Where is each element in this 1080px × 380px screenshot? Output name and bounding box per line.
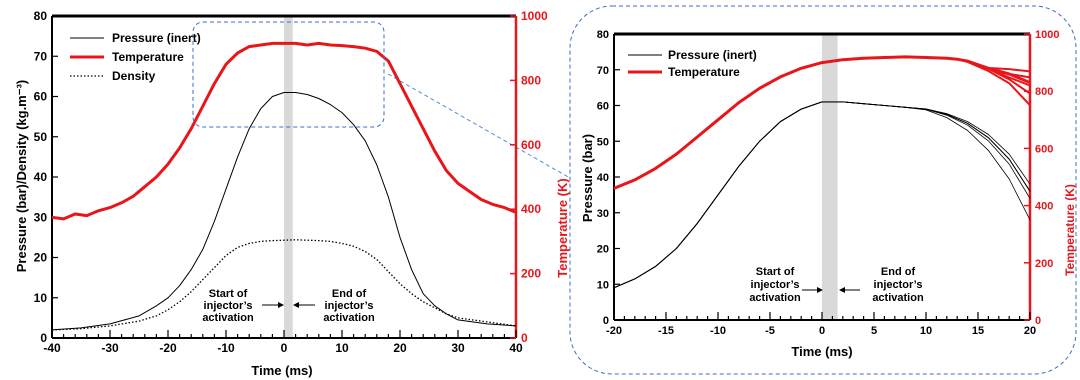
left-y-tick-label: 40 bbox=[34, 170, 48, 184]
left-annotation-end-line2: injector’s bbox=[325, 300, 374, 312]
left-x-tick-label: -20 bbox=[159, 341, 177, 355]
right-y-tick-label: 0 bbox=[603, 315, 609, 327]
left-y-tick-label: 50 bbox=[34, 130, 48, 144]
right-annotation-end: End of injector’s activation bbox=[839, 266, 924, 304]
right-y-tick-label: 70 bbox=[597, 65, 609, 77]
left-annotation-end-arrowhead bbox=[293, 302, 299, 308]
right-annotation-start-line1: Start of bbox=[756, 266, 795, 278]
left-annotation-start-arrowhead bbox=[278, 302, 284, 308]
left-legend-label-pressure: Pressure (inert) bbox=[112, 31, 201, 45]
left-plot-area: -40 -30 -20 -10 0 10 20 30 400102030405060708002… bbox=[34, 9, 548, 355]
right-y-tick-label: 40 bbox=[597, 172, 609, 184]
right-y-axis-title: Pressure (bar) bbox=[580, 134, 595, 222]
left-y-tick-label: 70 bbox=[34, 49, 48, 63]
left-legend-label-density: Density bbox=[112, 69, 156, 83]
left-annotation-start: Start of injector’s activation bbox=[202, 288, 284, 324]
right-plot-area: -20 -15 -10 -5 0 5 10 15 20010203040506070800200… bbox=[597, 29, 1060, 337]
left-series-pressure-inert-line bbox=[51, 92, 517, 331]
left-y2-tick-label: 0 bbox=[521, 331, 528, 345]
left-y2-tick-label: 200 bbox=[521, 267, 541, 281]
right-y2-tick-label: 800 bbox=[1035, 86, 1053, 98]
right-annotation-end-line3: activation bbox=[872, 292, 924, 304]
left-annotation-start-line3: activation bbox=[202, 312, 254, 324]
right-x-axis-title: Time (ms) bbox=[791, 344, 852, 359]
left-x-axis-title: Time (ms) bbox=[251, 363, 312, 378]
right-annotation-start-line2: injector’s bbox=[751, 279, 800, 291]
right-y2-axis-title: Temperature (K) bbox=[1063, 184, 1077, 276]
left-x-tick-label: 10 bbox=[335, 341, 349, 355]
left-y-tick-label: 80 bbox=[34, 9, 48, 23]
right-x-tick-label: -10 bbox=[710, 325, 726, 337]
right-y-tick-label: 50 bbox=[597, 136, 609, 148]
right-annotation-start-arrowhead bbox=[817, 287, 823, 293]
right-x-tick-label: 20 bbox=[1024, 325, 1036, 337]
right-legend-label-temperature: Temperature bbox=[668, 65, 740, 79]
left-series-density-line bbox=[51, 239, 517, 331]
right-annotation-start: Start of injector’s activation bbox=[749, 266, 823, 304]
right-y2-tick-label: 400 bbox=[1035, 201, 1053, 213]
right-y2-tick-label: 0 bbox=[1035, 315, 1041, 327]
right-annotation-end-line2: injector’s bbox=[874, 279, 923, 291]
inset-frame bbox=[569, 5, 1077, 375]
left-x-tick-label: 20 bbox=[393, 341, 407, 355]
right-annotation-end-line1: End of bbox=[881, 266, 916, 278]
left-annotation-end: End of injector’s activation bbox=[293, 288, 375, 324]
left-annotation-end-line3: activation bbox=[323, 312, 375, 324]
left-y-tick-label: 10 bbox=[34, 291, 48, 305]
right-x-tick-label: -5 bbox=[765, 325, 775, 337]
left-y-tick-label: 20 bbox=[34, 251, 48, 265]
left-x-tick-label: -10 bbox=[217, 341, 235, 355]
right-y-tick-label: 60 bbox=[597, 101, 609, 113]
left-x-tick-label: 0 bbox=[281, 341, 288, 355]
left-annotation-start-line2: injector’s bbox=[204, 300, 253, 312]
left-y2-axis-title: Temperature (K) bbox=[555, 178, 570, 277]
right-legend: Pressure (inert) Temperature bbox=[628, 48, 757, 79]
zoom-connector-line bbox=[387, 73, 571, 179]
right-y-tick-label: 80 bbox=[597, 29, 609, 41]
left-x-tick-label: 30 bbox=[451, 341, 465, 355]
right-series-pressure-inert-variant-line bbox=[613, 101, 1031, 289]
right-x-tick-label: -20 bbox=[606, 325, 622, 337]
right-y-tick-label: 10 bbox=[597, 279, 609, 291]
left-y2-tick-label: 400 bbox=[521, 202, 541, 216]
left-x-tick-label: -40 bbox=[43, 341, 61, 355]
right-annotation-start-line3: activation bbox=[749, 292, 801, 304]
left-chart: -40 -30 -20 -10 0 10 20 30 400102030405060708002… bbox=[14, 9, 570, 378]
right-x-tick-label: 5 bbox=[871, 325, 877, 337]
right-annotation-end-arrowhead bbox=[839, 287, 845, 293]
right-y-tick-label: 30 bbox=[597, 208, 609, 220]
right-x-tick-label: 10 bbox=[920, 325, 932, 337]
left-y-tick-label: 60 bbox=[34, 90, 48, 104]
right-legend-label-pressure: Pressure (inert) bbox=[668, 48, 757, 62]
right-injection-band bbox=[822, 34, 838, 320]
right-y2-tick-label: 200 bbox=[1035, 258, 1053, 270]
left-y-tick-label: 0 bbox=[40, 331, 47, 345]
left-y2-tick-label: 800 bbox=[521, 73, 541, 87]
left-annotation-end-line1: End of bbox=[332, 288, 367, 300]
left-x-tick-label: 40 bbox=[509, 341, 523, 355]
left-x-tick-label: -30 bbox=[101, 341, 119, 355]
right-x-tick-label: 15 bbox=[972, 325, 984, 337]
left-injection-band bbox=[284, 16, 293, 338]
right-series-temperature-variant-line bbox=[613, 55, 1031, 190]
right-chart: -20 -15 -10 -5 0 5 10 15 20010203040506070800200… bbox=[580, 29, 1077, 359]
left-y-tick-label: 30 bbox=[34, 210, 48, 224]
left-annotation-start-line1: Start of bbox=[209, 288, 248, 300]
left-series-temperature-line bbox=[51, 41, 517, 221]
left-y2-tick-label: 1000 bbox=[521, 9, 548, 23]
right-x-tick-label: -15 bbox=[658, 325, 674, 337]
left-y2-tick-label: 600 bbox=[521, 138, 541, 152]
left-zoom-box bbox=[192, 21, 385, 128]
right-x-tick-label: 0 bbox=[819, 325, 825, 337]
right-y2-tick-label: 1000 bbox=[1035, 29, 1059, 41]
left-legend-label-temperature: Temperature bbox=[112, 50, 184, 64]
left-legend: Pressure (inert) Temperature Density bbox=[70, 31, 201, 83]
left-y-axis-title: Pressure (bar)/Density (kg.m⁻³) bbox=[14, 80, 29, 273]
right-y2-tick-label: 600 bbox=[1035, 143, 1053, 155]
right-y-tick-label: 20 bbox=[597, 244, 609, 256]
